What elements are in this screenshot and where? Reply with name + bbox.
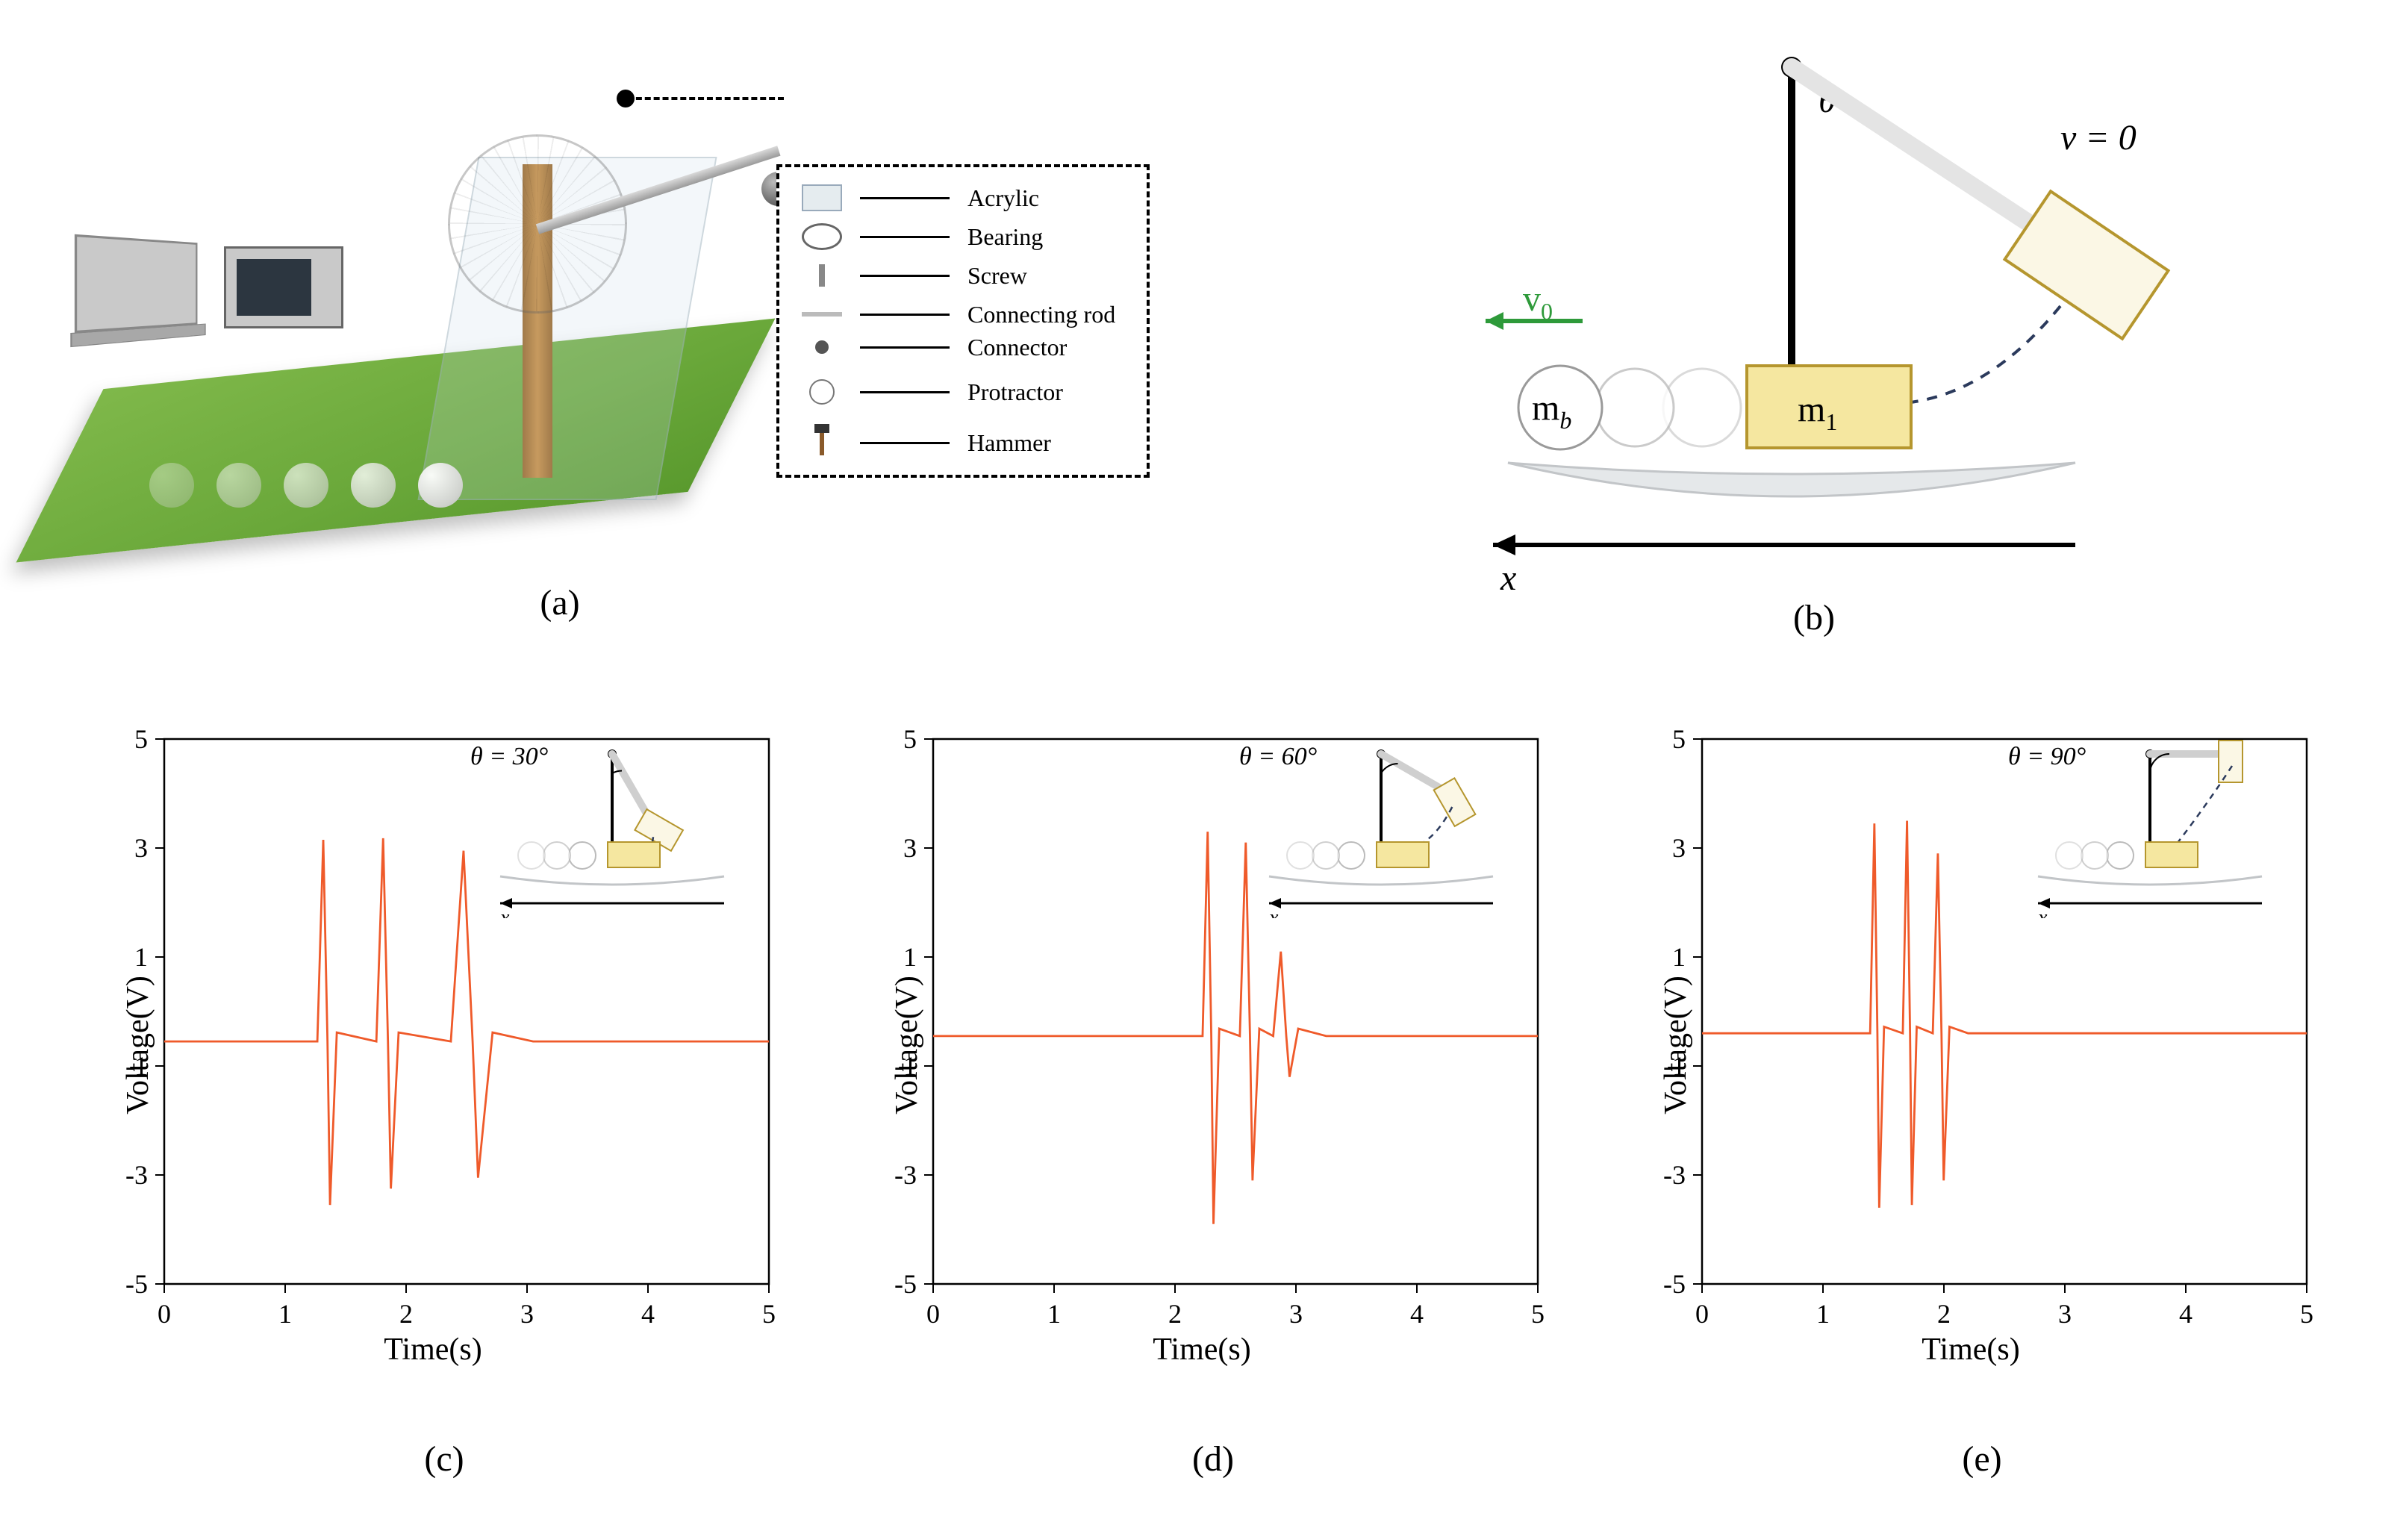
svg-text:-3: -3: [894, 1160, 917, 1190]
svg-text:-5: -5: [125, 1269, 148, 1299]
svg-text:x: x: [499, 906, 510, 918]
svg-text:4: 4: [1410, 1299, 1424, 1329]
panel-d-label: (d): [1192, 1438, 1234, 1480]
svg-text:1: 1: [1047, 1299, 1061, 1329]
svg-text:3: 3: [2058, 1299, 2072, 1329]
legend-item: Acrylic: [967, 184, 1039, 212]
acrylic-swatch: [802, 184, 842, 211]
svg-text:θ = 60°: θ = 60°: [1239, 743, 1318, 770]
svg-text:0: 0: [926, 1299, 940, 1329]
svg-text:0: 0: [1695, 1299, 1709, 1329]
protractor-swatch: [802, 378, 842, 405]
svg-text:3: 3: [1672, 833, 1686, 863]
svg-text:3: 3: [903, 833, 917, 863]
panel-e: Voltage(V)Time(s)-5-3-1135012345 θ = 90°…: [1612, 717, 2352, 1433]
panel-a-label: (a): [523, 582, 597, 623]
svg-text:-5: -5: [894, 1269, 917, 1299]
v0-label: v = 0: [2060, 118, 2137, 158]
panel-e-label: (e): [1962, 1438, 2001, 1480]
svg-text:1: 1: [1816, 1299, 1830, 1329]
bearing-swatch: [802, 223, 842, 250]
laptop-icon: [75, 234, 198, 334]
svg-text:3: 3: [1289, 1299, 1303, 1329]
chart-inset: θ = 30° x: [463, 739, 747, 918]
svg-text:3: 3: [134, 833, 148, 863]
svg-text:θ = 90°: θ = 90°: [2008, 743, 2086, 770]
figure-root: Acrylic Bearing Screw Connecting rod Con: [0, 0, 2406, 1540]
svg-text:2: 2: [1168, 1299, 1182, 1329]
svg-text:5: 5: [134, 724, 148, 754]
panel-b-label: (b): [1777, 597, 1851, 638]
chart-c: Voltage(V)Time(s)-5-3-1135012345 θ = 30°…: [75, 717, 791, 1374]
svg-text:1: 1: [903, 942, 917, 972]
chart-e: Voltage(V)Time(s)-5-3-1135012345 θ = 90°…: [1612, 717, 2329, 1374]
svg-text:-1: -1: [1663, 1051, 1686, 1081]
svg-text:5: 5: [1531, 1299, 1545, 1329]
hammer-swatch: [802, 429, 842, 456]
svg-text:-1: -1: [894, 1051, 917, 1081]
panel-b: θ v = 0 m1 mb v0: [1403, 22, 2240, 635]
svg-text:2: 2: [1937, 1299, 1951, 1329]
legend-item: Hammer: [967, 429, 1051, 457]
oscilloscope-icon: [224, 246, 343, 328]
chart-inset: θ = 60° x: [1232, 739, 1515, 918]
legend-item: Bearing: [967, 223, 1043, 251]
chart-d: Voltage(V)Time(s)-5-3-1135012345 θ = 60°…: [844, 717, 1560, 1374]
svg-text:-5: -5: [1663, 1269, 1686, 1299]
apparatus-legend: Acrylic Bearing Screw Connecting rod Con: [776, 164, 1150, 478]
x-axis-label: x: [1500, 558, 1516, 598]
panel-d: Voltage(V)Time(s)-5-3-1135012345 θ = 60°…: [844, 717, 1583, 1433]
svg-text:5: 5: [762, 1299, 776, 1329]
panel-c-label: (c): [424, 1438, 464, 1480]
schematic-svg: θ v = 0 m1 mb v0: [1403, 22, 2240, 635]
svg-text:5: 5: [903, 724, 917, 754]
svg-text:4: 4: [2179, 1299, 2192, 1329]
legend-item: Screw: [967, 262, 1027, 290]
svg-text:-3: -3: [125, 1160, 148, 1190]
apparatus-render: [60, 75, 761, 552]
legend-item: Connector: [967, 334, 1067, 361]
rod-swatch: [802, 312, 842, 317]
svg-text:4: 4: [641, 1299, 655, 1329]
connector-swatch: [802, 334, 842, 361]
svg-text:0: 0: [158, 1299, 171, 1329]
svg-text:-1: -1: [125, 1051, 148, 1081]
legend-callout-line: [627, 97, 784, 100]
svg-text:θ = 30°: θ = 30°: [470, 743, 549, 770]
svg-text:x: x: [1268, 906, 1279, 918]
svg-text:5: 5: [1672, 724, 1686, 754]
svg-text:1: 1: [1672, 942, 1686, 972]
svg-text:1: 1: [278, 1299, 292, 1329]
panel-c: Voltage(V)Time(s)-5-3-1135012345 θ = 30°…: [75, 717, 814, 1433]
svg-text:1: 1: [134, 942, 148, 972]
svg-text:x: x: [2037, 906, 2048, 918]
legend-item: Connecting rod: [967, 301, 1115, 328]
x-axis-arrow: x: [1493, 534, 2075, 598]
v0-arrow: v0: [1486, 279, 1583, 330]
screw-swatch: [819, 264, 825, 287]
chart-inset: θ = 90° x: [2001, 739, 2284, 918]
svg-text:3: 3: [520, 1299, 534, 1329]
legend-item: Protractor: [967, 378, 1063, 406]
panel-a: Acrylic Bearing Screw Connecting rod Con: [60, 30, 1165, 642]
svg-text:2: 2: [399, 1299, 413, 1329]
svg-text:5: 5: [2300, 1299, 2313, 1329]
svg-text:v0: v0: [1523, 279, 1553, 325]
svg-text:-3: -3: [1663, 1160, 1686, 1190]
